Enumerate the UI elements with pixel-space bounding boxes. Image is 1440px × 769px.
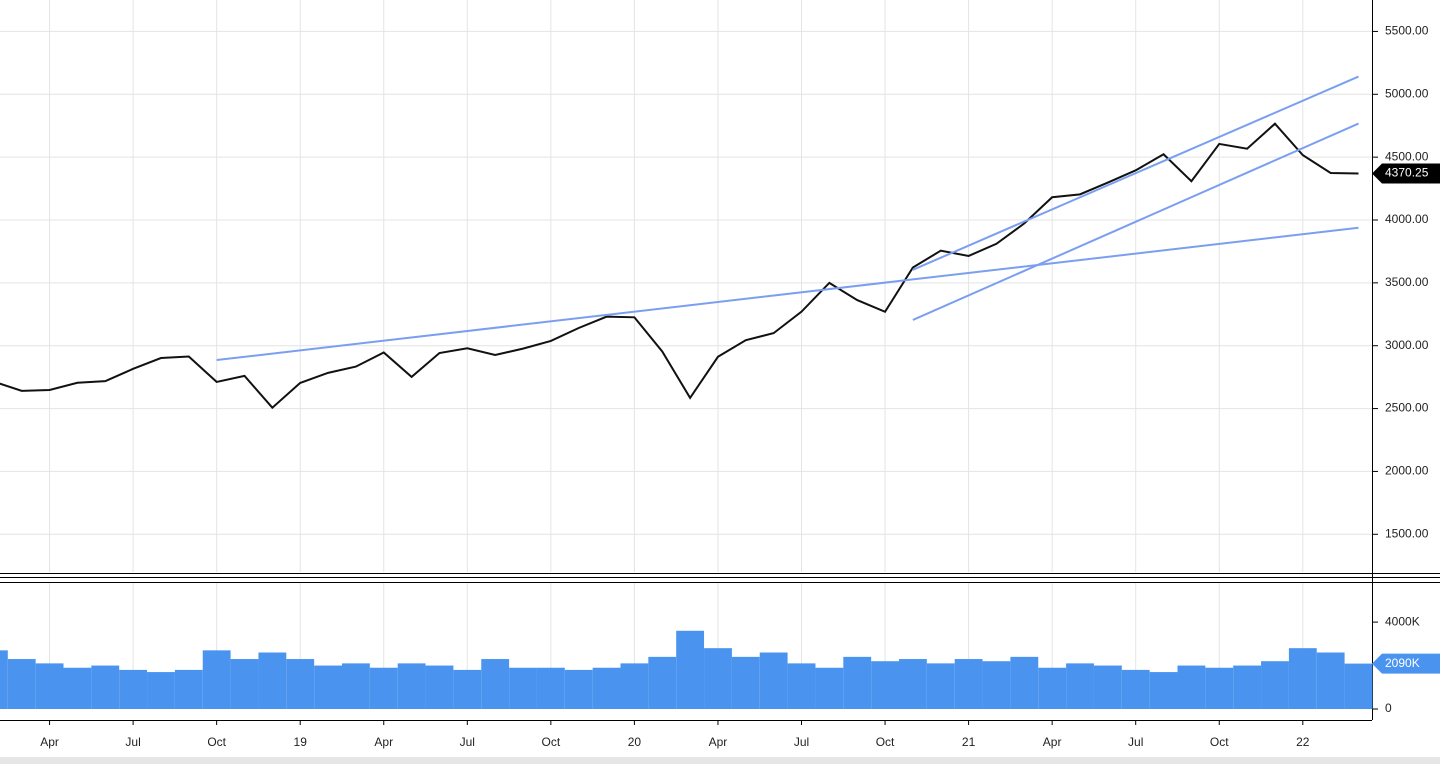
volume-bar	[147, 672, 175, 709]
x-tick-label: Jul	[1128, 735, 1143, 749]
volume-bar	[481, 659, 510, 709]
last-value-label: 4370.25	[1385, 166, 1429, 180]
volume-bar	[258, 652, 287, 709]
volume-bar	[536, 667, 565, 709]
bottom-strip	[0, 757, 1440, 764]
grid	[0, 0, 1372, 709]
volume-bar	[119, 669, 148, 709]
trendline	[912, 75, 1359, 271]
x-tick-label: Oct	[1210, 735, 1229, 749]
x-tick-label: Oct	[207, 735, 226, 749]
y-tick-label: 2500.00	[1385, 401, 1429, 415]
volume-bar	[871, 661, 899, 709]
volume-bar	[982, 661, 1011, 709]
volume-bar	[453, 669, 482, 709]
x-tick-label: 20	[628, 735, 642, 749]
y2-tick-label: 0	[1385, 701, 1392, 715]
volume-bar	[1149, 672, 1178, 709]
y-tick-label: 4000.00	[1385, 212, 1429, 226]
y-tick-label: 1500.00	[1385, 526, 1429, 540]
volume-bar	[202, 650, 231, 709]
volume-bar	[63, 667, 92, 709]
trendline	[912, 122, 1359, 321]
volume-bar	[592, 667, 621, 709]
y-tick-label: 3500.00	[1385, 275, 1429, 289]
volume-bar	[1038, 667, 1067, 709]
last-value-tag	[1372, 163, 1440, 184]
x-tick-label: Oct	[542, 735, 561, 749]
y-tick-label: 5000.00	[1385, 86, 1429, 100]
x-tick-label: Jul	[460, 735, 475, 749]
volume-bar	[174, 669, 203, 709]
x-tick-label: 21	[962, 735, 976, 749]
volume-bar	[648, 656, 677, 709]
volume-bar	[509, 667, 537, 709]
last-value-tag	[1372, 653, 1440, 674]
x-tick-label: Apr	[374, 735, 393, 749]
volume-bar	[787, 663, 816, 709]
volume-bar	[1010, 656, 1039, 709]
x-tick-label: Apr	[709, 735, 728, 749]
volume-bar	[1177, 665, 1206, 709]
x-tick-label: Jul	[125, 735, 140, 749]
y-tick-label: 2000.00	[1385, 464, 1429, 478]
volume-bar	[1233, 665, 1262, 709]
volume-bar	[1261, 661, 1289, 709]
volume-bar	[230, 659, 259, 709]
volume-bar	[91, 665, 120, 709]
volume-bar	[620, 663, 649, 709]
volume-bar	[369, 667, 398, 709]
x-tick-label: Apr	[1043, 735, 1062, 749]
y2-tick-label: 4000K	[1385, 614, 1420, 628]
y-tick-label: 4500.00	[1385, 149, 1429, 163]
volume-bar	[314, 665, 342, 709]
volume-bar	[1205, 667, 1234, 709]
volume-bar	[815, 667, 844, 709]
trendline	[216, 226, 1359, 362]
volume-bar	[759, 652, 788, 709]
volume-bar	[731, 656, 760, 709]
volume-bar	[704, 648, 732, 709]
volume-bar	[926, 663, 955, 709]
x-tick-label: Apr	[40, 735, 59, 749]
volume-bar	[899, 659, 927, 709]
volume-bar	[1121, 669, 1150, 709]
volume-bar	[342, 663, 370, 709]
volume-bar	[425, 665, 454, 709]
x-tick-label: 19	[294, 735, 308, 749]
price-line	[0, 122, 1359, 410]
x-tick-label: Jul	[794, 735, 809, 749]
volume-bar	[0, 650, 8, 709]
volume-bar	[564, 669, 593, 709]
volume-bar	[676, 630, 705, 709]
x-tick-label: 22	[1296, 735, 1310, 749]
y-tick-label: 5500.00	[1385, 24, 1429, 38]
volume-bar	[1066, 663, 1094, 709]
volume-bar	[1093, 665, 1122, 709]
volume-bar	[286, 659, 315, 709]
volume-bar	[1316, 652, 1345, 709]
volume-bar	[843, 656, 872, 709]
last-value-label: 2090K	[1385, 656, 1420, 670]
volume-bar	[1288, 648, 1317, 709]
volume-bar	[35, 663, 64, 709]
volume-bar	[1344, 663, 1373, 709]
y-tick-label: 3000.00	[1385, 338, 1429, 352]
volume-bar	[7, 659, 36, 709]
volume-bar	[954, 659, 983, 709]
volume-bar	[397, 663, 426, 709]
x-tick-label: Oct	[876, 735, 895, 749]
